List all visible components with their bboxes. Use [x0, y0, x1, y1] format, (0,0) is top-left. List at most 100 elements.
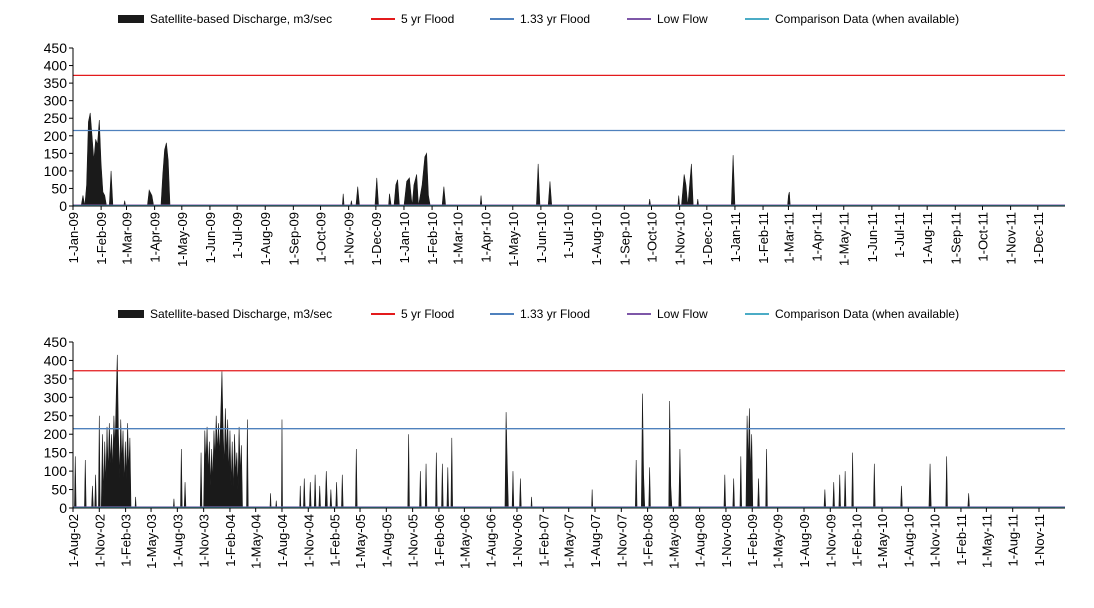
legend-label: 5 yr Flood: [401, 307, 455, 321]
legend-swatch: [627, 18, 651, 20]
y-tick-label: 200: [44, 128, 68, 144]
y-tick-label: 0: [59, 198, 67, 214]
discharge-area: [73, 112, 1065, 207]
x-tick-label: 1-Jul-09: [230, 212, 245, 259]
x-tick-label: 1-Mar-10: [450, 212, 465, 265]
legend-swatch: [627, 313, 651, 315]
legend-item: 5 yr Flood: [371, 10, 454, 28]
x-tick-label: 1-Aug-03: [170, 514, 185, 567]
legend-swatch: [745, 313, 769, 315]
x-tick-label: 1-May-08: [666, 514, 681, 569]
legend-label: Satellite-based Discharge, m3/sec: [150, 307, 333, 321]
x-tick-label: 1-Feb-10: [850, 514, 865, 567]
legend-label: 1.33 yr Flood: [520, 307, 591, 321]
x-tick-label: 1-Nov-05: [406, 514, 421, 567]
x-tick-label: 1-May-06: [457, 514, 472, 569]
x-tick-label: 1-Nov-02: [92, 514, 107, 567]
x-tick-label: 1-Apr-09: [148, 212, 163, 263]
x-tick-label: 1-Aug-02: [66, 514, 81, 567]
x-tick-label: 1-Nov-03: [197, 514, 212, 567]
x-tick-label: 1-Aug-08: [693, 514, 708, 567]
x-tick-label: 1-May-03: [144, 514, 159, 569]
x-tick-label: 1-Nov-08: [719, 514, 734, 567]
legend-label: 1.33 yr Flood: [520, 12, 591, 26]
x-tick-label: 1-May-09: [771, 514, 786, 569]
y-tick-label: 50: [51, 180, 67, 196]
x-tick-label: 1-Jan-09: [66, 212, 81, 263]
x-tick-label: 1-Nov-10: [673, 212, 688, 265]
x-tick-label: 1-May-11: [837, 212, 852, 266]
x-tick-label: 1-Nov-10: [928, 514, 943, 567]
legend-swatch: [490, 313, 514, 315]
y-tick-label: 100: [44, 163, 68, 179]
x-tick-label: 1-Nov-06: [510, 514, 525, 567]
x-tick-label: 1-Aug-07: [588, 514, 603, 567]
x-tick-label: 1-Jun-11: [865, 212, 880, 262]
x-tick-label: 1-Aug-10: [589, 212, 604, 265]
x-tick-label: 1-Apr-10: [479, 212, 494, 263]
x-tick-label: 1-Jul-11: [892, 212, 907, 258]
x-tick-label: 1-Jan-10: [397, 212, 412, 263]
legend-item: Comparison Data (when available): [745, 10, 959, 28]
x-tick-label: 1-Feb-11: [756, 212, 771, 264]
chart-bottom: 0 50 100 150 200 250 300 350 400 450 1-Aug-02 1-Nov…: [44, 334, 1065, 569]
legend-label: Comparison Data (when available): [775, 307, 960, 321]
y-tick-label: 0: [59, 500, 67, 516]
x-tick-label: 1-Aug-10: [901, 514, 916, 567]
x-tick-label: 1-Feb-10: [425, 212, 440, 265]
legend-bottom: Satellite-based Discharge, m3/sec 5 yr Fl…: [0, 305, 1094, 323]
x-tick-label: 1-Aug-04: [275, 514, 290, 567]
x-tick-label: 1-Aug-11: [1006, 514, 1021, 567]
x-tick-label: 1-Oct-10: [645, 212, 660, 263]
x-tick-label: 1-Nov-09: [823, 514, 838, 567]
y-tick-label: 50: [51, 482, 67, 498]
x-tick-label: 1-Feb-07: [536, 514, 551, 567]
x-tick-label: 1-Oct-11: [975, 212, 990, 262]
legend-item: Satellite-based Discharge, m3/sec: [118, 305, 332, 323]
x-tick-label: 1-May-09: [175, 212, 190, 267]
x-tick-label: 1-Dec-10: [700, 212, 715, 265]
legend-item: Satellite-based Discharge, m3/sec: [118, 10, 332, 28]
x-tick-label: 1-Feb-08: [641, 514, 656, 567]
y-tick-label: 400: [44, 352, 68, 368]
legend-label: Low Flow: [657, 307, 708, 321]
legend-item: Low Flow: [627, 305, 708, 323]
x-tick-label: 1-Nov-07: [614, 514, 629, 567]
x-tick-label: 1-Nov-11: [1004, 212, 1019, 265]
x-tick-label: 1-Feb-11: [954, 514, 969, 566]
legend-label: Low Flow: [657, 12, 708, 26]
x-tick-label: 1-Feb-03: [119, 514, 134, 567]
y-tick-label: 250: [44, 408, 68, 424]
legend-item: 1.33 yr Flood: [490, 10, 590, 28]
x-tick-label: 1-May-11: [979, 514, 994, 568]
legend-item: Low Flow: [627, 10, 708, 28]
y-tick-label: 150: [44, 445, 68, 461]
x-tick-label: 1-Mar-09: [119, 212, 134, 265]
x-tick-label: 1-Sep-11: [948, 212, 963, 265]
x-tick-label: 1-May-05: [353, 514, 368, 569]
x-tick-label: 1-Jul-10: [561, 212, 576, 259]
y-tick-label: 300: [44, 93, 68, 109]
legend-item: Comparison Data (when available): [745, 305, 959, 323]
x-tick-label: 1-Feb-06: [432, 514, 447, 567]
discharge-area: [73, 354, 1065, 509]
x-tick-label: 1-Nov-09: [342, 212, 357, 265]
legend-label: 5 yr Flood: [401, 12, 455, 26]
x-tick-label: 1-Apr-11: [810, 212, 825, 262]
y-tick-label: 100: [44, 463, 68, 479]
x-tick-label: 1-Sep-09: [286, 212, 301, 265]
y-tick-label: 150: [44, 145, 68, 161]
x-tick-label: 1-Jun-10: [534, 212, 549, 263]
x-tick-label: 1-Feb-05: [328, 514, 343, 567]
x-tick-label: 1-Dec-09: [369, 212, 384, 265]
y-tick-label: 300: [44, 389, 68, 405]
x-tick-label: 1-Nov-04: [301, 514, 316, 567]
x-tick-label: 1-Aug-06: [484, 514, 499, 567]
x-tick-label: 1-May-07: [562, 514, 577, 569]
x-tick-label: 1-Sep-10: [617, 212, 632, 265]
x-tick-label: 1-May-10: [875, 514, 890, 569]
x-tick-label: 1-Mar-11: [781, 212, 796, 264]
x-tick-label: 1-Aug-09: [258, 212, 273, 265]
x-tick-label: 1-Feb-04: [223, 514, 238, 567]
